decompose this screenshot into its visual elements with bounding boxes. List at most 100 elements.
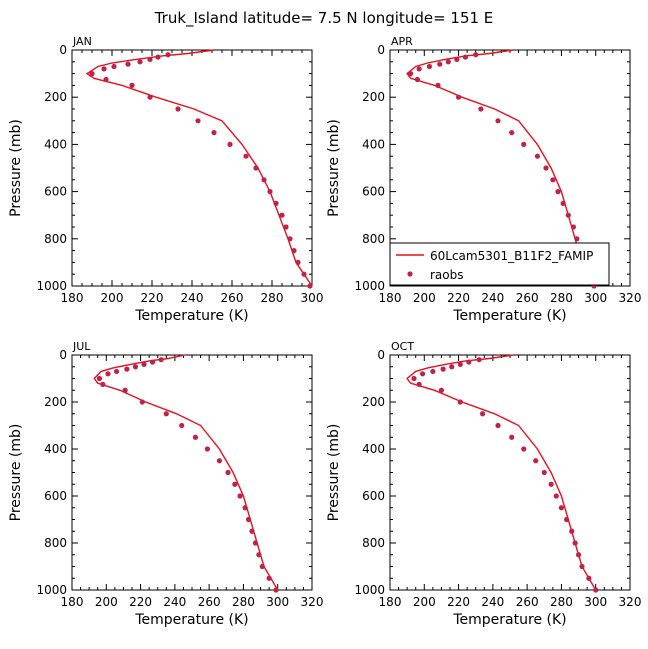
- raobs-point: [593, 587, 599, 593]
- legend-obs-label: raobs: [430, 268, 464, 282]
- x-tick-label: 240: [163, 595, 186, 609]
- raobs-point: [521, 446, 527, 452]
- x-axis-label: Temperature (K): [134, 308, 248, 324]
- raobs-point: [466, 359, 472, 365]
- plot-frame: [71, 354, 313, 591]
- raobs-point: [237, 493, 243, 499]
- y-tick-label: 0: [377, 43, 385, 57]
- raobs-point: [579, 563, 585, 570]
- raobs-point: [558, 505, 565, 511]
- raobs-point: [307, 283, 313, 289]
- y-tick-label: 200: [44, 395, 67, 409]
- raobs-point: [175, 106, 181, 112]
- y-axis-label: Pressure (mb): [8, 424, 24, 522]
- raobs-point: [149, 359, 156, 365]
- y-tick-label: 1000: [36, 279, 67, 293]
- x-tick-label: 180: [379, 595, 402, 609]
- raobs-point: [478, 106, 484, 112]
- raobs-point: [541, 469, 547, 476]
- x-tick-label: 260: [516, 595, 539, 609]
- raobs-point: [111, 63, 117, 70]
- raobs-point: [122, 387, 128, 393]
- y-tick-label: 600: [362, 489, 385, 503]
- raobs-point: [113, 368, 120, 375]
- raobs-point: [147, 94, 153, 100]
- raobs-point: [440, 366, 446, 372]
- raobs-point: [572, 540, 578, 546]
- raobs-point: [129, 82, 135, 88]
- x-tick-label: 240: [181, 291, 204, 305]
- raobs-point: [125, 61, 131, 67]
- y-tick-label: 200: [362, 395, 385, 409]
- x-tick-label: 200: [95, 595, 118, 609]
- x-tick-label: 220: [129, 595, 152, 609]
- x-axis-label: Temperature (K): [134, 612, 248, 628]
- series-line-model: [93, 354, 279, 591]
- y-tick-label: 400: [44, 137, 67, 151]
- y-axis-label: Pressure (mb): [326, 424, 342, 522]
- y-axis-label: Pressure (mb): [8, 119, 24, 217]
- x-tick-label: 280: [261, 291, 284, 305]
- raobs-point: [256, 552, 262, 558]
- raobs-point: [147, 56, 153, 63]
- raobs-point: [435, 82, 441, 88]
- raobs-point: [141, 361, 147, 367]
- x-tick-label: 280: [550, 291, 573, 305]
- y-tick-label: 800: [44, 536, 67, 550]
- raobs-point: [89, 71, 95, 77]
- y-tick-label: 1000: [354, 279, 385, 293]
- raobs-point: [279, 212, 285, 218]
- raobs-point: [407, 71, 414, 77]
- raobs-point: [195, 118, 201, 124]
- raobs-point: [283, 224, 289, 230]
- y-tick-label: 200: [44, 90, 67, 104]
- x-tick-label: 180: [61, 291, 84, 305]
- x-tick-label: 260: [516, 291, 539, 305]
- series-line-model: [85, 49, 313, 287]
- raobs-point: [267, 189, 273, 195]
- x-tick-label: 300: [584, 595, 607, 609]
- legend-box: [389, 242, 610, 286]
- raobs-point: [473, 52, 479, 58]
- x-tick-label: 300: [584, 291, 607, 305]
- raobs-point: [291, 248, 297, 254]
- raobs-point: [179, 422, 185, 429]
- raobs-point: [416, 66, 422, 72]
- y-tick-label: 400: [362, 442, 385, 456]
- raobs-point: [295, 259, 301, 265]
- x-tick-label: 200: [101, 291, 124, 305]
- y-tick-label: 800: [44, 232, 67, 246]
- raobs-point: [569, 528, 575, 534]
- raobs-point: [96, 375, 103, 382]
- y-tick-label: 800: [362, 536, 385, 550]
- raobs-point: [155, 54, 161, 60]
- x-tick-label: 240: [481, 291, 504, 305]
- raobs-point: [416, 381, 422, 387]
- x-tick-label: 260: [198, 595, 221, 609]
- raobs-point: [457, 399, 463, 405]
- raobs-point: [509, 434, 515, 440]
- raobs-point: [479, 411, 486, 417]
- raobs-point: [565, 212, 571, 218]
- y-tick-label: 800: [362, 232, 385, 246]
- figure-title: Truk_Island latitude= 7.5 N longitude= 1…: [154, 9, 494, 28]
- raobs-point: [570, 224, 577, 230]
- x-tick-label: 300: [301, 291, 324, 305]
- legend-marker-swatch: [407, 271, 413, 277]
- raobs-point: [273, 200, 279, 206]
- raobs-point: [509, 130, 515, 136]
- x-tick-label: 240: [481, 595, 504, 609]
- raobs-point: [259, 563, 265, 570]
- raobs-point: [455, 94, 462, 100]
- x-axis-label: Temperature (K): [452, 612, 566, 628]
- y-tick-label: 0: [377, 348, 385, 362]
- x-tick-label: 280: [232, 595, 255, 609]
- y-tick-label: 600: [44, 489, 67, 503]
- raobs-point: [414, 76, 421, 83]
- raobs-point: [543, 165, 549, 171]
- raobs-point: [139, 399, 145, 405]
- raobs-point: [137, 59, 143, 65]
- chart-panel-jan: 180 200 220 240 260 280 300 0 200 400 600 800 1000 Te…: [8, 35, 323, 324]
- raobs-point: [216, 458, 223, 464]
